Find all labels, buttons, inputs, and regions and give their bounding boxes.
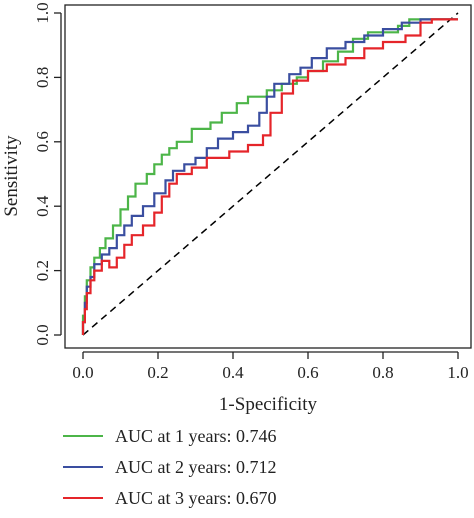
x-tick-label: 1.0 — [447, 363, 468, 382]
legend-label-3: AUC at 3 years: 0.670 — [115, 488, 276, 508]
y-tick-label: 0.4 — [33, 195, 52, 217]
x-tick-label: 0.8 — [372, 363, 393, 382]
legend-label-1: AUC at 1 years: 0.746 — [115, 426, 276, 446]
y-tick-label: 1.0 — [33, 2, 52, 23]
roc-curve-series-1 — [81, 18, 458, 335]
y-tick-label: 0.6 — [33, 131, 52, 152]
x-tick-label: 0.2 — [147, 363, 168, 382]
legend-label-2: AUC at 2 years: 0.712 — [115, 457, 276, 477]
reference-diagonal-line — [82, 12, 459, 336]
x-axis-title: 1-Specificity — [219, 394, 318, 415]
x-tick-label: 0.4 — [222, 363, 244, 382]
y-tick-label: 0.8 — [33, 67, 52, 88]
roc-curve-series-3 — [81, 18, 458, 335]
series-layer — [81, 18, 458, 335]
y-tick-label: 0.0 — [33, 324, 52, 345]
y-axis: 0.0 0.2 0.4 0.6 0.8 1.0 — [33, 2, 62, 346]
x-tick-label: 0.0 — [72, 363, 93, 382]
y-axis-title: Sensitivity — [1, 135, 22, 217]
x-tick-label: 0.6 — [297, 363, 318, 382]
plot-frame — [64, 4, 472, 349]
legend: AUC at 1 years: 0.746 AUC at 2 years: 0.7… — [63, 426, 276, 508]
y-tick-label: 0.2 — [33, 260, 52, 281]
x-axis: 0.0 0.2 0.4 0.6 0.8 1.0 — [72, 351, 469, 382]
